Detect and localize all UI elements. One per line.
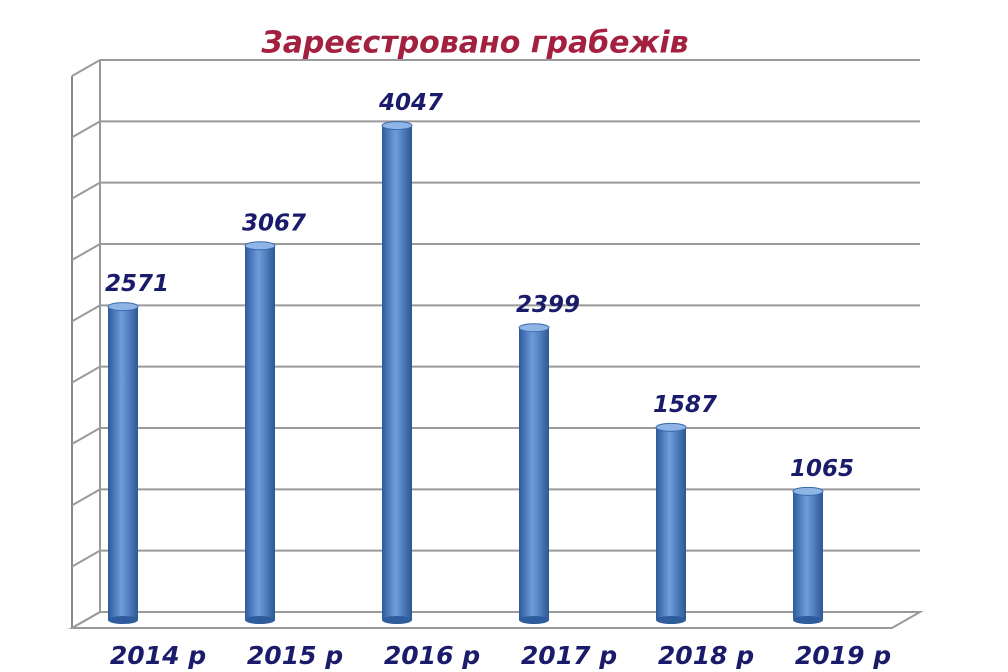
grid-line (71, 120, 101, 139)
bar-top (518, 323, 550, 333)
x-tick-label: 2018 р (658, 641, 754, 670)
x-tick-label: 2017 р (521, 641, 617, 670)
value-label: 2399 (516, 292, 580, 318)
bar (519, 327, 549, 620)
grid-line (71, 611, 101, 629)
bar-top (244, 241, 276, 251)
grid-line (71, 181, 101, 200)
grid-line (71, 304, 101, 323)
floor (68, 611, 924, 629)
grid-line (71, 243, 101, 261)
bar (382, 125, 412, 621)
value-label: 2571 (105, 271, 169, 297)
bar (793, 491, 823, 620)
bar-top (792, 486, 824, 496)
grid-line (71, 427, 101, 445)
bar-top (655, 422, 687, 432)
bar (656, 427, 686, 620)
grid-line (71, 59, 101, 77)
bar (245, 245, 275, 621)
bar-base (656, 616, 686, 624)
x-tick-label: 2016 р (384, 641, 480, 670)
value-label: 4047 (378, 90, 443, 116)
value-label: 3067 (242, 210, 306, 236)
bar-top (107, 302, 139, 312)
grid-line (71, 365, 101, 384)
bar-base (108, 616, 138, 624)
value-label: 1587 (653, 392, 717, 418)
grid-line (71, 488, 101, 507)
bar-base (519, 616, 549, 624)
x-tick-label: 2015 р (247, 641, 343, 670)
bar-base (793, 616, 823, 624)
value-label: 1065 (790, 456, 854, 482)
bar (108, 306, 138, 620)
x-tick-label: 2019 р (795, 641, 891, 670)
grid-line (71, 549, 101, 568)
bar-base (382, 616, 412, 624)
chart-title: Зареєстровано грабежів (260, 26, 688, 61)
x-tick-label: 2014 р (110, 641, 206, 670)
bar-base (245, 616, 275, 624)
bar-top (381, 121, 413, 131)
